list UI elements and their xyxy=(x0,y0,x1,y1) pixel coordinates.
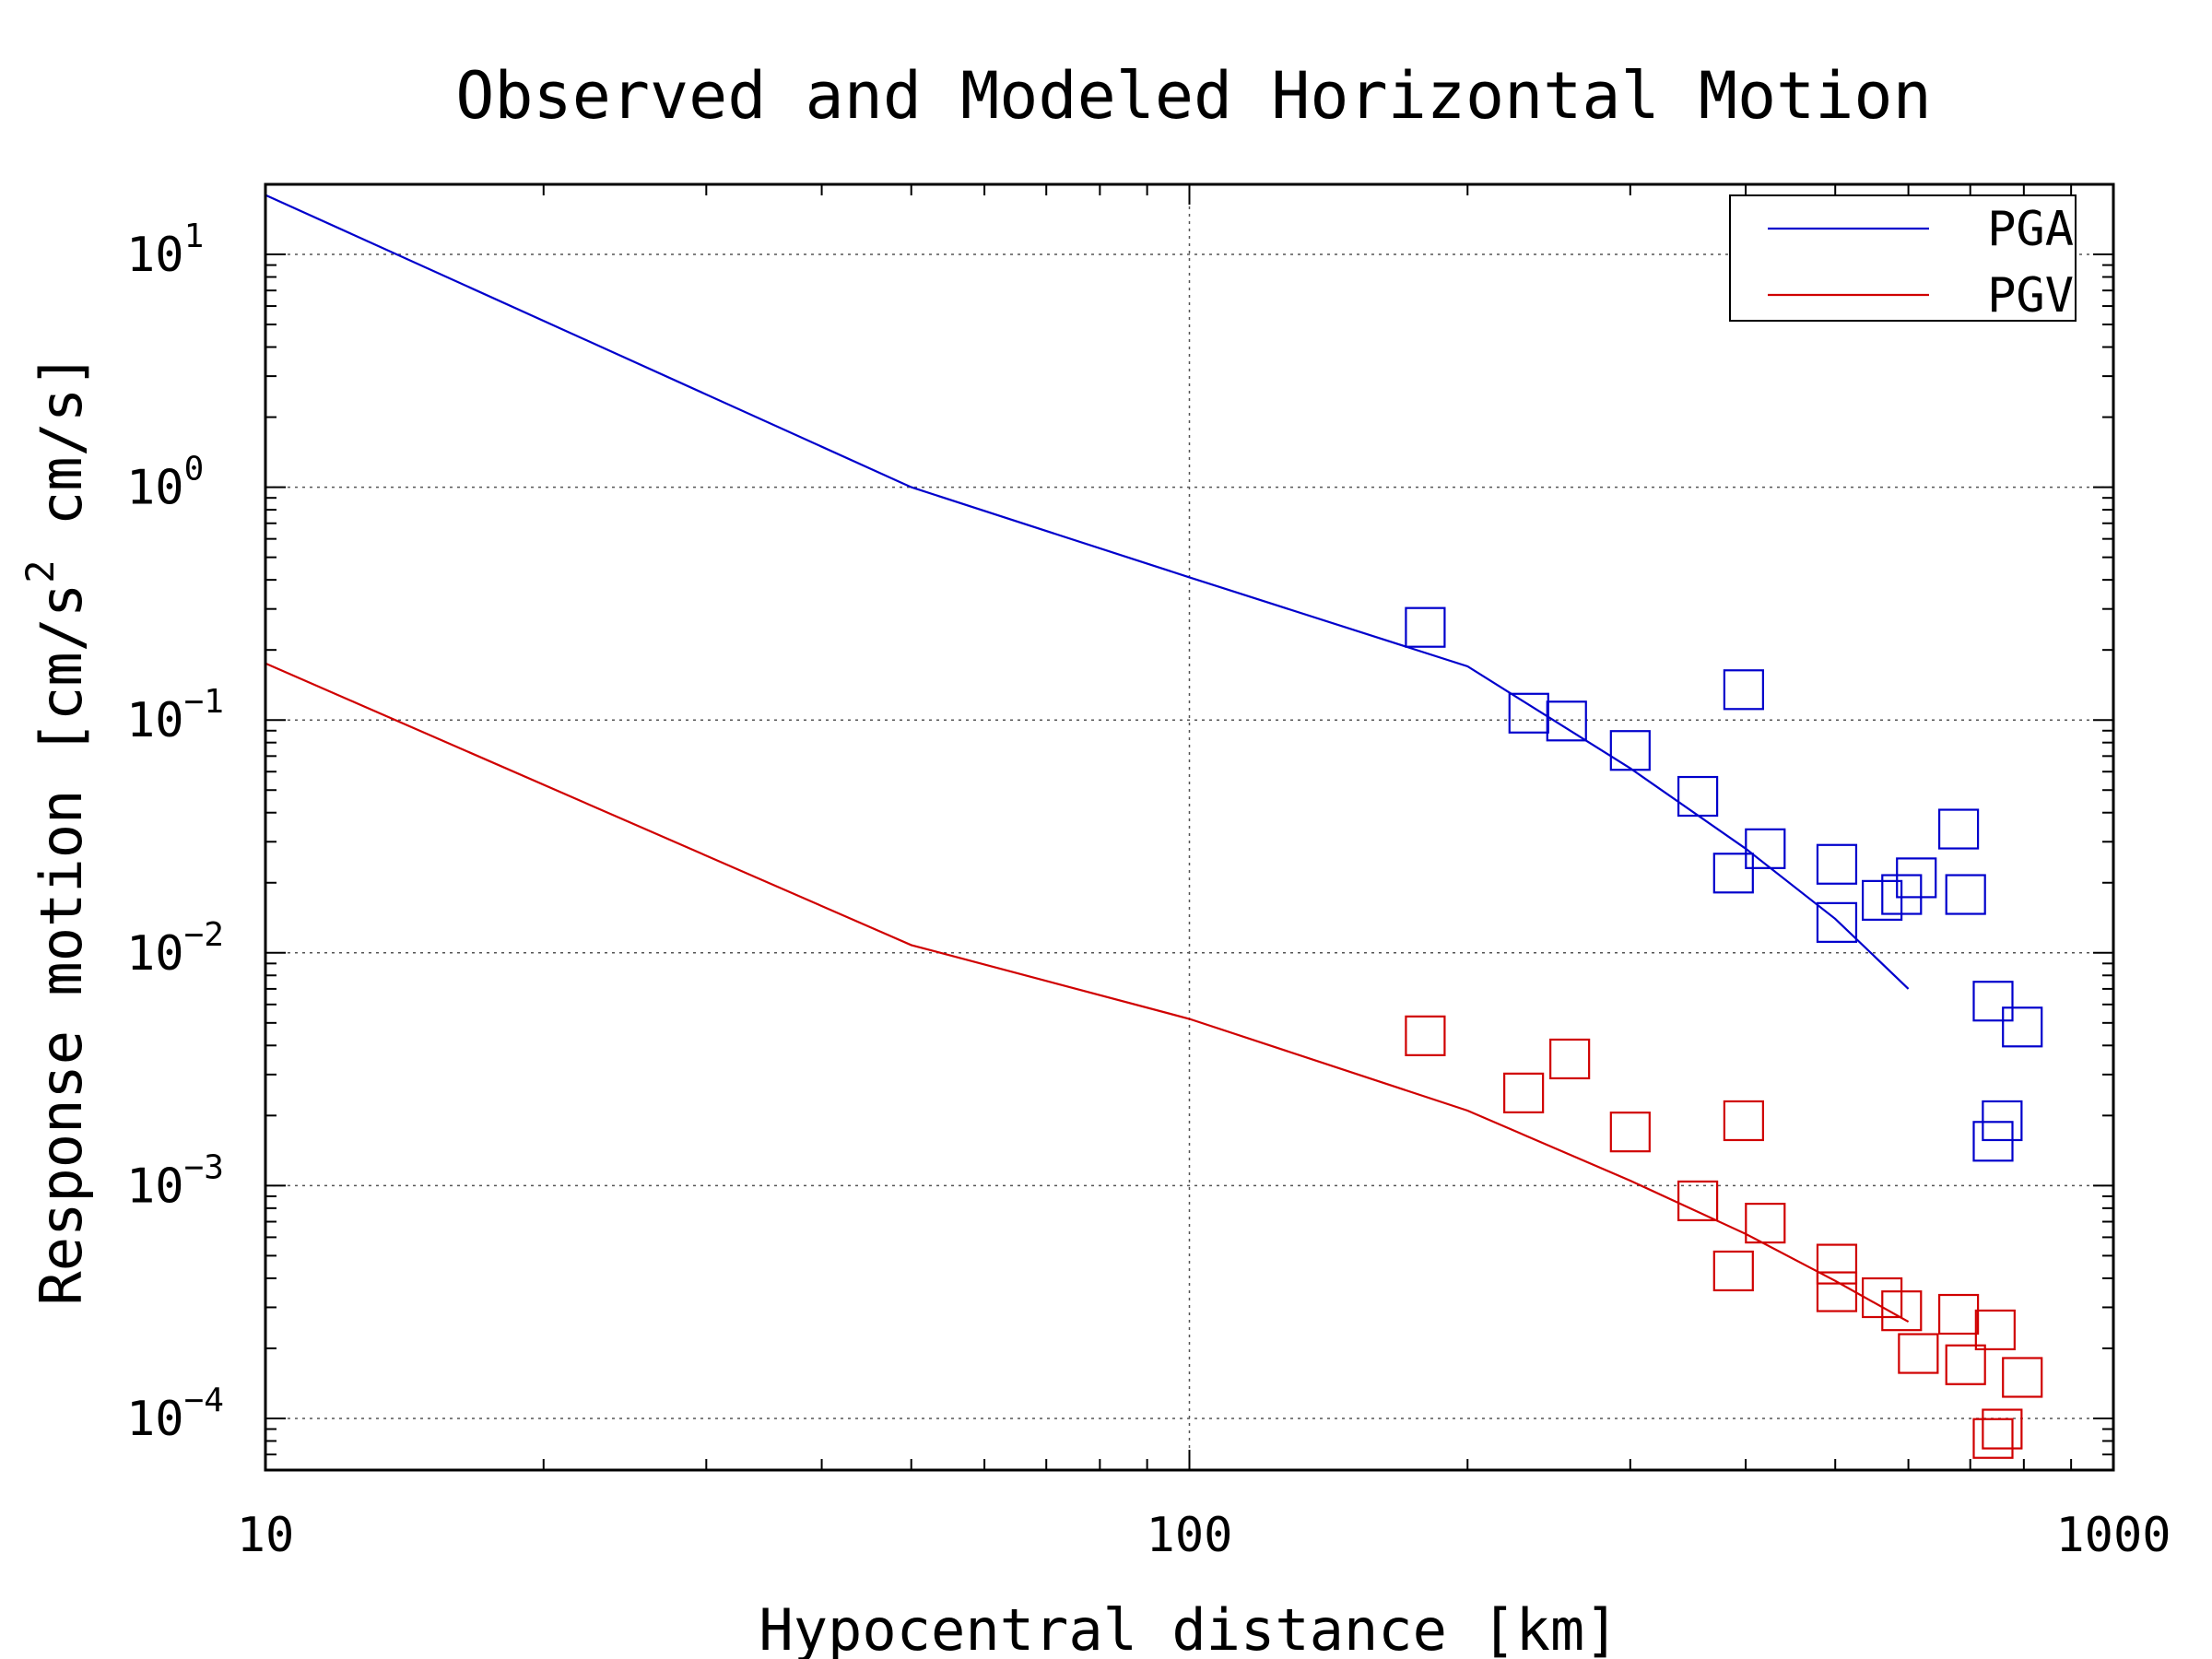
y-tick-label-1: 100 xyxy=(126,451,204,516)
y-tick-label-5: 10−4 xyxy=(126,1382,224,1447)
y-tick-base: 10 xyxy=(126,228,184,283)
observed-point-pgv xyxy=(1745,1202,1786,1244)
observed-point-pgv xyxy=(1723,1100,1764,1142)
y-tick-exponent: 1 xyxy=(184,218,205,255)
legend-box xyxy=(1729,194,2077,322)
x-tick-label-2: 1000 xyxy=(2055,1508,2171,1563)
observed-point-pga xyxy=(1896,857,1937,899)
observed-point-pgv xyxy=(1609,1112,1651,1153)
y-axis-label-sup: 2 xyxy=(18,559,63,582)
observed-point-pga xyxy=(1546,700,1587,742)
y-tick-label-0: 101 xyxy=(126,218,204,283)
observed-point-pgv xyxy=(1881,1290,1923,1332)
observed-point-pgv xyxy=(1712,1250,1754,1292)
observed-point-pga xyxy=(1745,828,1786,869)
grid xyxy=(265,184,2113,1470)
y-tick-label-3: 10−2 xyxy=(126,916,224,982)
observed-point-pgv xyxy=(2002,1357,2043,1398)
y-tick-exponent: −2 xyxy=(184,916,224,954)
observed-point-pga xyxy=(1609,730,1651,771)
series-lines xyxy=(265,194,1910,1324)
y-tick-base: 10 xyxy=(126,693,184,748)
y-tick-exponent: −3 xyxy=(184,1148,224,1186)
observed-point-pga xyxy=(1677,775,1719,818)
observed-point-pgv xyxy=(1503,1072,1545,1113)
legend: PGA PGV xyxy=(1729,194,2077,324)
y-axis-label-tail: cm/s] xyxy=(28,353,95,559)
chart-title: Observed and Modeled Horizontal Motion xyxy=(455,58,1931,134)
y-tick-base: 10 xyxy=(126,926,184,982)
model-line-pgv xyxy=(265,662,1910,1324)
observed-point-pgv xyxy=(1816,1271,1858,1312)
y-tick-base: 10 xyxy=(126,1159,184,1214)
observed-point-pga xyxy=(1972,981,2014,1022)
observed-point-pga xyxy=(2002,1006,2043,1048)
x-tick-label-1: 100 xyxy=(1147,1508,1233,1563)
observed-point-pgv xyxy=(1972,1418,2014,1459)
observed-point-pgv xyxy=(1549,1038,1591,1080)
y-axis-label: Response motion [cm/s2 cm/s] xyxy=(18,353,95,1305)
observed-point-pga xyxy=(1937,808,1980,850)
x-axis: 10 100 1000 xyxy=(237,184,2171,1563)
observed-point-pga xyxy=(1972,1121,2014,1162)
legend-label-pga: PGA xyxy=(1987,202,2074,257)
observed-point-pga xyxy=(1712,853,1754,894)
observed-point-pgv xyxy=(1816,1243,1858,1285)
observed-point-pga xyxy=(1405,606,1446,648)
y-axis-label-main: Response motion [cm/s xyxy=(28,583,95,1306)
series-points xyxy=(1405,606,2043,1459)
y-tick-label-4: 10−3 xyxy=(126,1148,224,1214)
y-tick-exponent: −1 xyxy=(184,683,224,721)
observed-point-pga xyxy=(1816,843,1858,885)
observed-point-pgv xyxy=(1898,1333,1939,1374)
observed-point-pgv xyxy=(1974,1309,2016,1351)
observed-point-pgv xyxy=(1937,1293,1980,1335)
observed-point-pgv xyxy=(1677,1180,1719,1222)
observed-point-pga xyxy=(1982,1100,2023,1142)
observed-point-pga xyxy=(1881,874,1923,915)
y-tick-base: 10 xyxy=(126,461,184,516)
observed-point-pga xyxy=(1945,874,1986,915)
legend-label-pgv: PGV xyxy=(1987,268,2074,324)
observed-point-pgv xyxy=(1405,1015,1446,1056)
observed-point-pga xyxy=(1816,901,1858,943)
observed-point-pgv xyxy=(1945,1344,1986,1385)
y-tick-base: 10 xyxy=(126,1392,184,1447)
y-tick-exponent: 0 xyxy=(184,451,205,488)
x-tick-label-0: 10 xyxy=(237,1508,295,1563)
x-axis-label: Hypocentral distance [km] xyxy=(759,1596,1618,1659)
y-tick-label-2: 10−1 xyxy=(126,683,224,748)
y-tick-exponent: −4 xyxy=(184,1382,224,1419)
observed-point-pga xyxy=(1723,669,1764,711)
observed-point-pgv xyxy=(1982,1408,2023,1450)
model-line-pga xyxy=(265,194,1910,990)
